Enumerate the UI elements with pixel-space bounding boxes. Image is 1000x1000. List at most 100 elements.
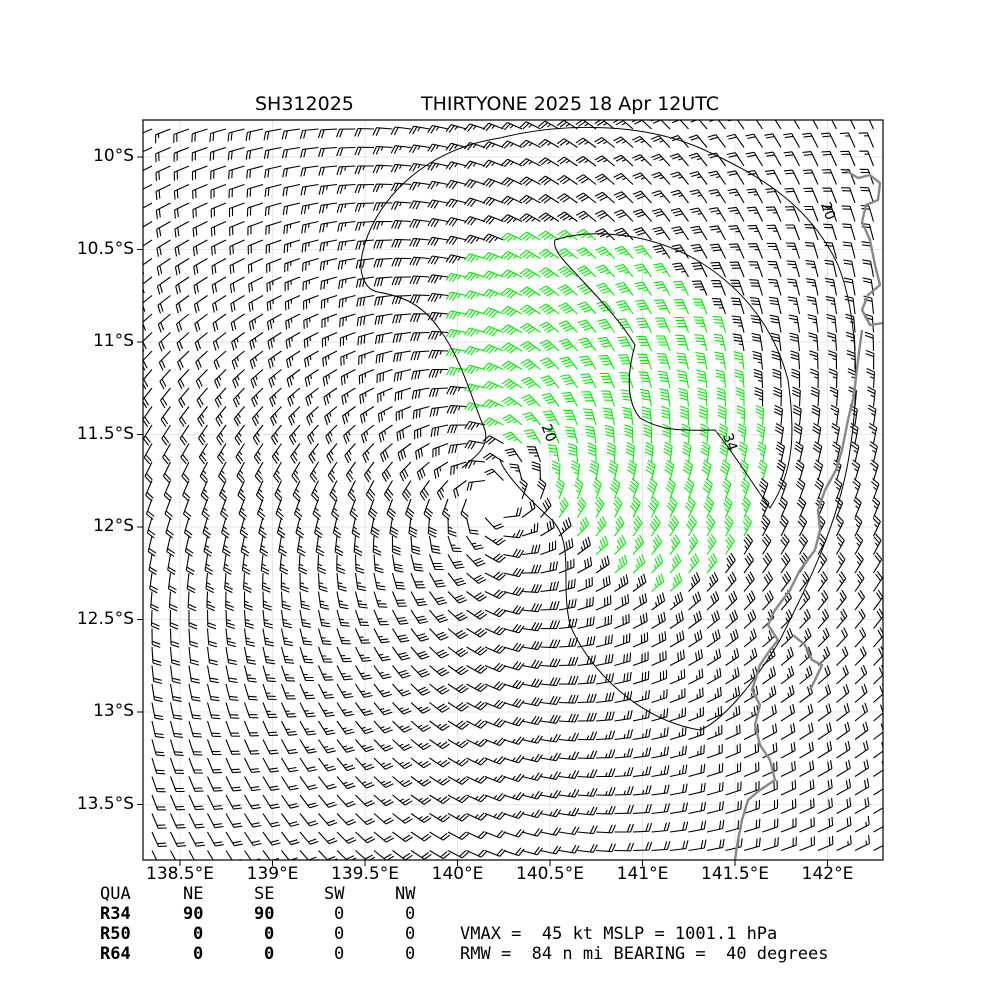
wind-barb <box>745 151 763 167</box>
wind-barb <box>756 423 766 444</box>
wind-barb <box>539 321 560 333</box>
wind-barb <box>503 507 523 519</box>
wind-barb <box>615 281 634 296</box>
wind-barb <box>410 831 432 842</box>
wind-barb <box>595 653 614 667</box>
wind-barb <box>520 340 541 353</box>
wind-barb <box>743 533 754 555</box>
wind-barb <box>736 404 746 426</box>
wind-barb <box>428 535 441 554</box>
wind-barb <box>752 350 764 370</box>
wind-barb <box>632 208 652 222</box>
wind-barb <box>358 350 375 365</box>
wind-barb <box>608 459 619 481</box>
wind-barb <box>614 652 632 667</box>
wind-barb <box>206 739 222 756</box>
wind-barb <box>790 350 801 370</box>
wind-barb <box>558 637 579 648</box>
wind-barb <box>836 608 848 629</box>
wind-barb <box>416 461 430 481</box>
wind-barb <box>201 498 210 520</box>
wind-barb <box>390 201 412 211</box>
wind-barb <box>168 591 178 612</box>
wind-barb <box>299 609 312 628</box>
wind-barb <box>659 388 671 407</box>
wind-barb <box>409 200 430 210</box>
wind-barb <box>804 224 819 241</box>
wind-barb <box>521 603 543 613</box>
wind-barb <box>708 188 726 204</box>
wind-barb <box>433 461 449 479</box>
wind-barb <box>484 774 507 784</box>
wind-barb <box>311 480 320 502</box>
wind-barb <box>873 742 883 759</box>
wind-barb <box>225 739 241 755</box>
wind-barb <box>521 584 543 593</box>
wind-barb <box>466 535 484 550</box>
wind-barb <box>254 461 264 483</box>
wind-barb <box>578 337 597 352</box>
wind-barb <box>712 315 727 333</box>
wind-barb <box>733 351 745 370</box>
wind-barb <box>410 683 431 696</box>
wind-barb <box>734 369 745 389</box>
wind-barb <box>614 671 632 685</box>
wind-barb <box>445 329 467 339</box>
wind-barb <box>632 632 649 648</box>
wind-barb <box>672 262 689 278</box>
wind-barb <box>519 194 541 205</box>
wind-barb <box>521 809 543 819</box>
wind-barb <box>869 441 878 463</box>
wind-barb <box>218 480 228 502</box>
wind-barb <box>282 165 301 178</box>
wind-barb <box>595 575 611 592</box>
wind-barb <box>614 729 634 741</box>
wind-barb <box>867 404 877 426</box>
wind-barb <box>577 516 590 537</box>
wind-barb <box>447 424 467 434</box>
wind-barb <box>447 628 468 640</box>
wind-barb <box>519 477 528 500</box>
wind-barb <box>274 480 283 502</box>
wind-barb <box>873 807 883 814</box>
wind-barb <box>191 128 208 143</box>
wind-barb <box>209 128 227 142</box>
wind-barb <box>690 243 708 259</box>
wind-barb <box>873 552 883 574</box>
contour-label: 20 <box>538 422 559 444</box>
wind-barb <box>821 150 838 167</box>
wind-barb <box>341 387 356 405</box>
wind-barb <box>143 184 153 190</box>
wind-barb <box>264 202 282 216</box>
wind-barb <box>484 625 506 636</box>
wind-barb <box>519 158 541 167</box>
wind-barb <box>336 646 352 663</box>
wind-barb <box>266 295 282 312</box>
wind-barb <box>830 404 840 426</box>
wind-barb <box>265 239 282 254</box>
wind-barb <box>706 725 723 741</box>
wind-barb <box>227 128 245 142</box>
wind-barb <box>643 423 653 444</box>
wind-barb <box>751 332 764 352</box>
wind-barb <box>854 683 868 703</box>
wind-barb <box>674 316 690 333</box>
wind-barb <box>596 282 615 296</box>
wind-barb <box>262 739 279 755</box>
wind-barb <box>466 479 486 491</box>
wind-barb <box>596 300 615 315</box>
wind-barb <box>391 572 406 590</box>
wind-barb <box>415 443 430 460</box>
wind-barb <box>482 362 504 373</box>
wind-barb <box>817 760 833 777</box>
wind-barb <box>836 627 848 648</box>
wind-barb <box>836 533 845 555</box>
wind-barb <box>849 404 858 426</box>
wind-barb <box>791 386 801 407</box>
wind-barb <box>285 313 301 330</box>
wind-barb <box>410 331 430 342</box>
wind-barb <box>521 622 543 632</box>
wind-barb <box>211 239 227 256</box>
wind-barb <box>725 762 742 778</box>
wind-barb <box>594 496 605 518</box>
